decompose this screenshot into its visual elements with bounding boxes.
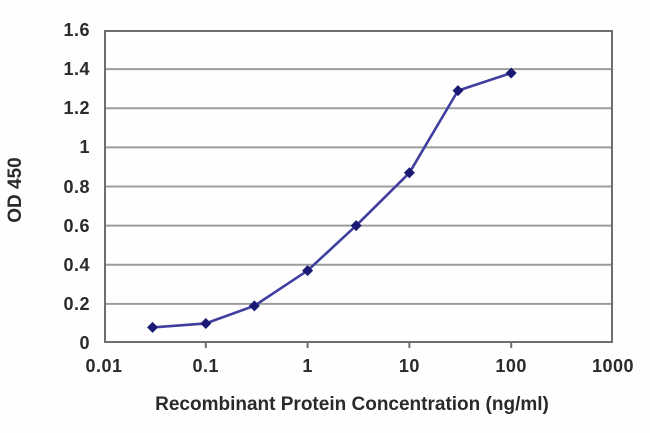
y-tick-label: 1	[79, 137, 90, 158]
y-tick-label: 1.6	[63, 20, 90, 40]
y-tick-label: 0.8	[63, 176, 90, 197]
plot-border	[104, 30, 613, 343]
data-point-marker	[350, 220, 362, 232]
y-axis-title: OD 450	[5, 157, 26, 223]
plot-area	[104, 30, 613, 348]
y-tick-label: 0.2	[63, 293, 90, 314]
data-point-marker	[302, 265, 314, 277]
data-point-marker	[452, 85, 464, 97]
x-tick-label: 100	[495, 356, 527, 376]
data-point-marker	[248, 300, 260, 312]
y-tick-label: 1.4	[63, 59, 90, 80]
data-point-marker	[147, 321, 159, 333]
x-tick-label: 10	[398, 356, 420, 376]
y-tick-label: 0.4	[63, 254, 90, 275]
x-tick-label: 0.01	[85, 356, 123, 376]
x-axis-title: Recombinant Protein Concentration (ng/ml…	[155, 394, 549, 415]
y-tick-label: 0	[79, 333, 90, 353]
x-tick-label: 0.1	[192, 356, 220, 376]
y-tick-label: 0.6	[63, 215, 90, 236]
x-tick-label: 1	[302, 356, 313, 376]
data-point-marker	[403, 167, 415, 179]
data-point-marker	[200, 317, 212, 329]
series-line	[151, 71, 513, 329]
x-tick-label: 1000	[591, 356, 635, 376]
data-point-marker	[505, 67, 517, 79]
y-tick-label: 1.2	[63, 98, 90, 119]
